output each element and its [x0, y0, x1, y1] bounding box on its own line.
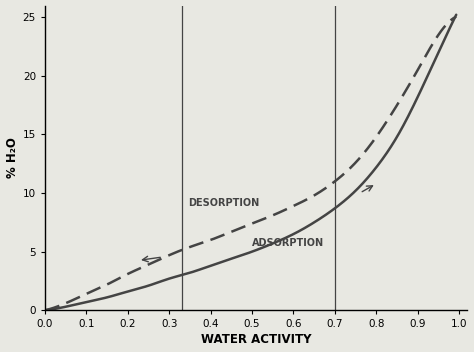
Text: DESORPTION: DESORPTION [188, 198, 259, 208]
X-axis label: WATER ACTIVITY: WATER ACTIVITY [201, 333, 311, 346]
Y-axis label: % H₂O: % H₂O [6, 138, 18, 178]
Text: ADSORPTION: ADSORPTION [252, 238, 324, 247]
